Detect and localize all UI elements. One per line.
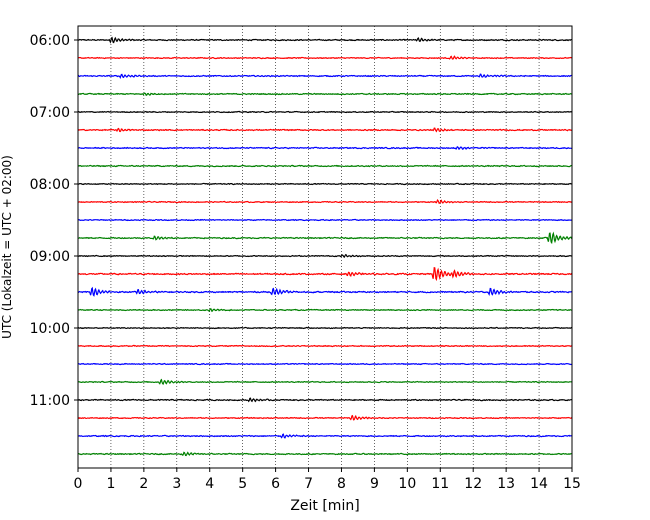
y-tick-label: 08:00 [30,177,70,193]
trace-line [77,378,573,386]
trace-line [77,414,573,421]
x-tick-label: 8 [337,476,346,492]
plot-frame [77,25,573,469]
y-tick-label: 09:00 [30,249,70,265]
trace-line [78,92,573,96]
x-tick-label: 14 [530,476,548,492]
y-axis-label: UTC (Lokalzeit = UTC + 02:00) [0,155,14,339]
x-tick-label: 9 [370,476,379,492]
y-tick-label: 07:00 [30,105,70,121]
trace-line [77,182,573,186]
x-tick-label: 3 [172,476,181,492]
trace-line [77,344,573,348]
x-tick-label: 13 [497,476,515,492]
trace-line [77,110,573,114]
x-gridlines [110,26,540,468]
trace-line [77,326,573,330]
x-axis-ticks: 0 1 2 3 4 5 6 7 8 9 10 11 12 13 14 15 [74,468,581,492]
x-tick-label: 2 [139,476,148,492]
y-tick-label: 06:00 [30,33,70,49]
x-tick-label: 12 [464,476,482,492]
x-tick-label: 4 [205,476,214,492]
trace-line [77,73,573,79]
trace-line [77,362,573,366]
trace-line [77,433,573,439]
trace-line [78,231,573,245]
x-tick-label: 15 [563,476,581,492]
trace-line [77,451,573,457]
y-tick-label: 11:00 [30,393,70,409]
x-axis-label: Zeit [min] [290,498,359,514]
trace-line [77,55,573,60]
x-tick-label: 1 [106,476,115,492]
y-axis-ticks: 06:00 07:00 08:00 09:00 10:00 11:00 [30,33,78,409]
trace-line [77,164,573,168]
trace-line [77,218,573,222]
seismogram-traces [77,36,573,457]
x-tick-label: 7 [304,476,313,492]
trace-line [77,198,573,205]
trace-line [77,397,573,403]
x-tick-label: 5 [238,476,247,492]
x-tick-label: 0 [74,476,83,492]
x-tick-label: 10 [398,476,416,492]
trace-line [77,36,573,44]
trace-line [77,146,573,151]
trace-line [77,307,573,313]
y-tick-label: 10:00 [30,321,70,337]
x-tick-label: 11 [431,476,449,492]
trace-line [77,286,573,297]
trace-line [77,267,573,282]
trace-line [77,253,573,259]
x-tick-label: 6 [271,476,280,492]
trace-line [77,127,573,133]
